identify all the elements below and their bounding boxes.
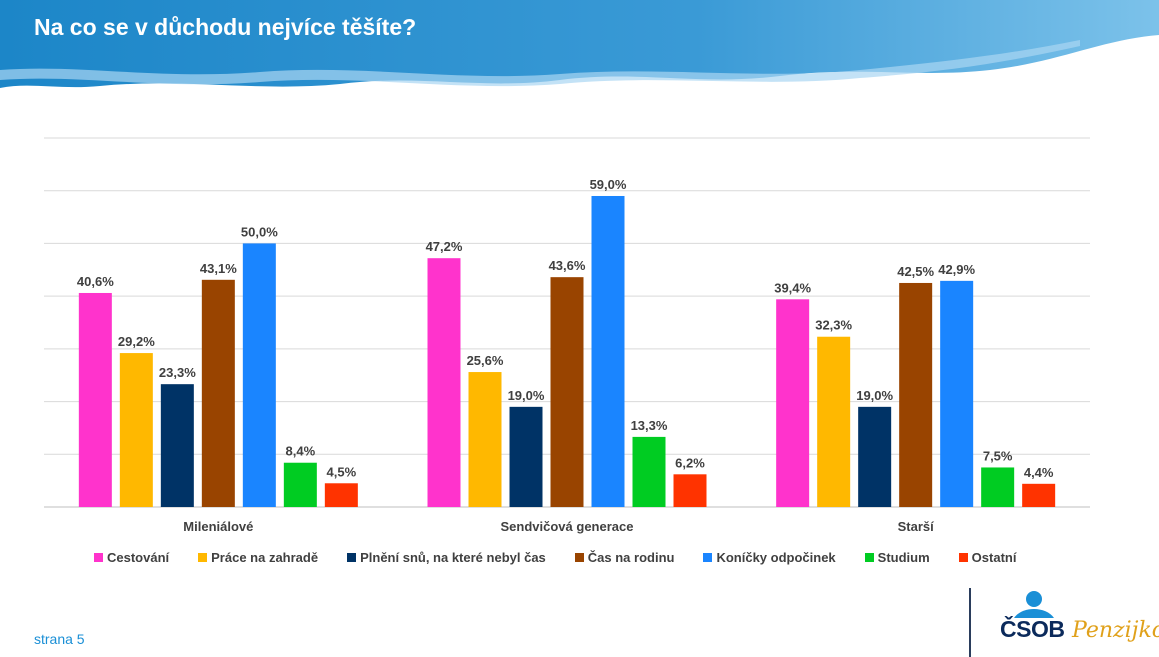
category-label: Mileniálové — [183, 519, 253, 534]
bar — [242, 243, 276, 507]
page-number: strana 5 — [34, 631, 85, 647]
data-label: 7,5% — [983, 448, 1013, 463]
data-label: 29,2% — [118, 334, 155, 349]
bar — [632, 436, 666, 507]
bar — [119, 353, 153, 507]
data-label: 47,2% — [426, 239, 463, 254]
bar — [78, 292, 112, 507]
legend-item: Koníčky odpočinek — [703, 549, 836, 565]
legend-swatch — [574, 552, 584, 562]
legend-label: Cestování — [107, 549, 170, 565]
legend-label: Koníčky odpočinek — [716, 549, 836, 565]
legend-swatch — [347, 552, 357, 562]
bar — [673, 474, 707, 507]
header-banner — [0, 0, 1159, 88]
bar — [324, 483, 358, 507]
legend-label: Práce na zahradě — [211, 549, 319, 565]
legend-label: Čas na rodinu — [587, 549, 675, 565]
logo-text: ČSOB — [1000, 616, 1065, 642]
data-label: 32,3% — [815, 318, 852, 333]
bar — [776, 299, 810, 507]
data-label: 40,6% — [77, 274, 114, 289]
data-label: 50,0% — [241, 224, 278, 239]
csob-logo: ČSOB Penzijko — [990, 590, 1159, 652]
bar — [817, 336, 851, 507]
legend-item: Cestování — [94, 550, 169, 565]
legend-label: Studium — [877, 549, 930, 565]
bar — [858, 406, 892, 507]
legend-swatch — [198, 552, 208, 562]
data-label: 42,5% — [897, 264, 934, 279]
legend-swatch — [94, 552, 103, 562]
bar — [201, 279, 235, 507]
data-label: 39,4% — [774, 280, 811, 295]
bar — [591, 195, 625, 507]
bar — [283, 462, 317, 507]
data-label: 43,1% — [200, 261, 237, 276]
data-label: 4,4% — [1024, 465, 1054, 480]
category-label: Starší — [898, 519, 935, 534]
legend-item: Plnění snů, na které nebyl čas — [347, 550, 546, 565]
legend-item: Ostatní — [958, 549, 1017, 565]
category-label: Sendvičová generace — [501, 519, 634, 534]
data-label: 23,3% — [159, 365, 196, 380]
data-label: 59,0% — [590, 177, 627, 192]
data-label: 19,0% — [856, 388, 893, 403]
bar — [468, 372, 502, 507]
bar — [160, 384, 194, 507]
data-label: 43,6% — [549, 258, 586, 273]
csob-logo-icon — [1014, 591, 1054, 618]
legend-swatch — [958, 552, 968, 562]
bar — [550, 277, 584, 507]
data-label: 19,0% — [508, 388, 545, 403]
legend-item: Čas na rodinu — [574, 549, 675, 565]
page-title: Na co se v důchodu nejvíce těšíte? — [34, 14, 417, 40]
bar — [940, 280, 974, 507]
data-label: 8,4% — [286, 444, 316, 459]
bar — [899, 282, 933, 507]
legend-swatch — [703, 552, 713, 562]
bar — [509, 406, 543, 507]
legend-item: Práce na zahradě — [198, 550, 318, 565]
legend-swatch — [864, 552, 874, 562]
data-label: 25,6% — [467, 353, 504, 368]
data-label: 13,3% — [631, 418, 668, 433]
legend-label: Ostatní — [971, 549, 1017, 565]
data-label: 4,5% — [327, 464, 357, 479]
logo-subtitle: Penzijko — [1072, 618, 1159, 643]
chart-legend: Cestování Práce na zahradě Plnění snů, na … — [94, 547, 1074, 567]
data-label: 6,2% — [675, 455, 705, 470]
bar — [427, 258, 461, 507]
bar — [1022, 483, 1056, 507]
legend-label: Plnění snů, na které nebyl čas — [360, 549, 546, 565]
footer-divider — [969, 588, 971, 657]
data-label: 42,9% — [938, 262, 975, 277]
legend-item: Studium — [864, 549, 930, 565]
bar — [981, 467, 1015, 507]
